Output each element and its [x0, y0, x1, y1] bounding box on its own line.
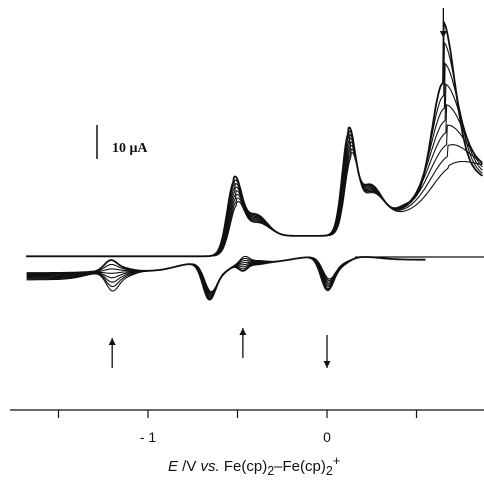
- peak-arrows: [108, 8, 447, 368]
- arrow-head: [323, 361, 331, 368]
- x-tick-label: - 1: [140, 429, 157, 445]
- xlabel-part-fc2: –Fe(cp): [274, 458, 326, 475]
- arrow-head: [239, 328, 247, 335]
- arrow-head: [108, 338, 116, 345]
- x-tick-label: 0: [323, 429, 331, 445]
- cathodic-sweep-cycle: [26, 256, 426, 297]
- cathodic-sweep-cycle: [26, 256, 426, 301]
- cathodic-sweep-cycle: [26, 256, 426, 296]
- xlabel-sub-2: 2: [325, 464, 333, 478]
- anodic-sweep-cycle: [26, 62, 483, 257]
- anodic-sweep-cycle: [26, 124, 483, 257]
- voltammogram-curves: [26, 21, 483, 301]
- anodic-sweep-cycle: [26, 83, 483, 257]
- arrow-head: [439, 31, 447, 38]
- xlabel-sub-1: 2: [267, 464, 275, 478]
- xlabel-part-e: E: [168, 458, 179, 475]
- current-scale-bar: 10 μA: [96, 125, 148, 159]
- xlabel-sup-plus: +: [332, 454, 341, 468]
- xlabel-part-unit: /V: [178, 458, 201, 475]
- xlabel-part-fc1: Fe(cp): [219, 458, 268, 475]
- x-axis: - 1 0: [10, 409, 484, 445]
- anodic-sweep-cycle: [26, 41, 483, 257]
- anodic-sweep-cycle: [26, 144, 483, 257]
- anodic-sweep-cycle: [26, 151, 483, 257]
- cathodic-sweep-cycle: [26, 256, 426, 300]
- cathodic-sweep-cycle: [26, 256, 426, 298]
- x-axis-title: E /V vs. Fe(cp)2–Fe(cp)2+: [168, 454, 340, 478]
- scale-bar-label: 10 μA: [112, 141, 148, 156]
- xlabel-part-vs: vs.: [200, 458, 220, 475]
- anodic-sweep-cycle: [26, 104, 483, 257]
